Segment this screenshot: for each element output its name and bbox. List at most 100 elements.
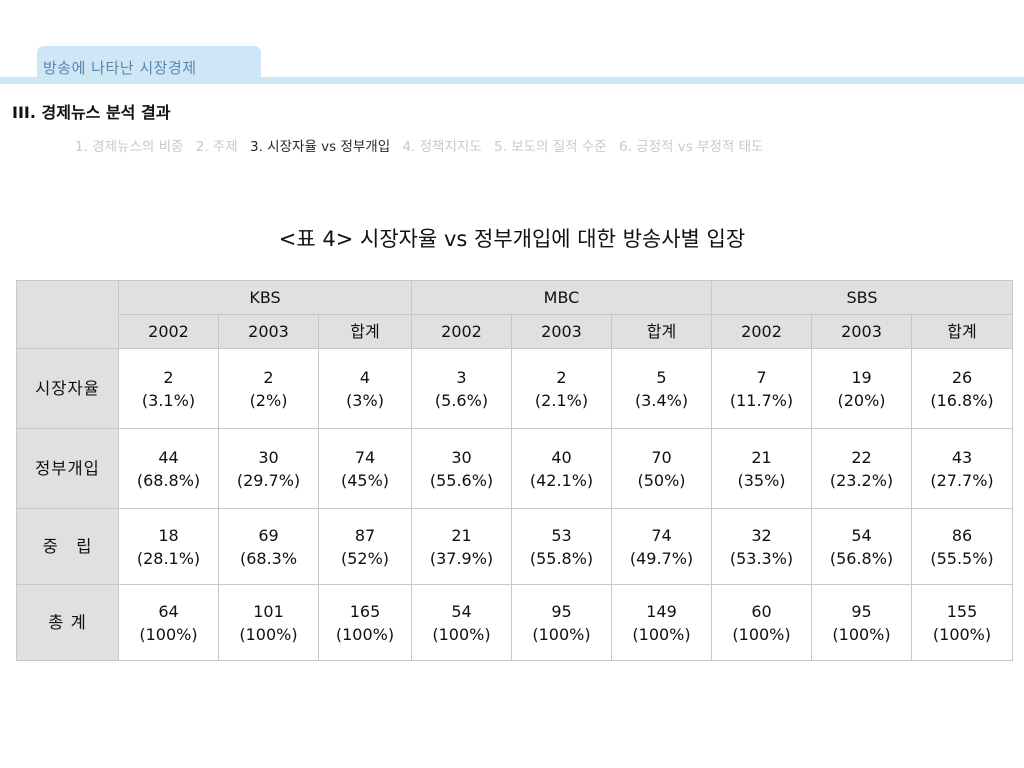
cell-count: 64 (158, 601, 179, 621)
data-cell: 95 (100%) (511, 584, 612, 661)
year-header: 2002 (411, 314, 512, 349)
cell-count: 43 (951, 447, 973, 467)
cell-percent: (53.3%) (729, 548, 794, 568)
cell-percent: (29.7%) (236, 470, 301, 490)
data-cell: 40 (42.1%) (511, 428, 612, 509)
data-cell: 4 (3%) (318, 348, 412, 429)
data-cell: 26 (16.8%) (911, 348, 1014, 429)
cell-percent: (16.8%) (930, 390, 994, 410)
data-cell: 30 (29.7%) (218, 428, 319, 509)
cell-percent: (23.2%) (829, 470, 894, 490)
subnav-item-policy-support[interactable]: 4. 정책지지도 (402, 139, 482, 155)
data-cell: 149 (100%) (610, 584, 713, 661)
cell-count: 18 (158, 525, 179, 545)
broadcaster-header-sbs: SBS (711, 280, 1014, 315)
cell-percent: (28.1%) (136, 548, 201, 568)
cell-percent: (3.4%) (634, 390, 689, 410)
cell-percent: (100%) (932, 624, 992, 644)
cell-percent: (100%) (732, 624, 791, 644)
subnav-item-report-quality[interactable]: 5. 보도의 질적 수준 (494, 139, 607, 155)
cell-count: 26 (951, 367, 973, 387)
cell-count: 54 (451, 601, 472, 621)
cell-count: 3 (456, 367, 467, 387)
cell-count: 32 (751, 525, 772, 545)
total-header: 합계 (610, 314, 713, 349)
cell-count: 69 (258, 525, 279, 545)
section-tab: 방송에 나타난 시장경제 (37, 46, 261, 82)
cell-percent: (100%) (832, 624, 891, 644)
cell-count: 74 (354, 447, 376, 467)
data-cell: 64 (100%) (118, 584, 219, 661)
cell-percent: (2.1%) (534, 390, 589, 410)
data-cell: 32 (53.3%) (711, 508, 813, 585)
row-label: 중 립 (16, 508, 119, 585)
cell-percent: (3%) (346, 390, 384, 410)
cell-percent: (11.7%) (729, 390, 794, 410)
data-cell: 19 (20%) (811, 348, 913, 429)
cell-percent: (68.8%) (136, 470, 201, 490)
cell-percent: (3.1%) (141, 390, 196, 410)
subnav-item-share[interactable]: 1. 경제뉴스의 비중 (75, 139, 184, 155)
cell-count: 40 (551, 447, 572, 467)
data-cell: 53 (55.8%) (511, 508, 612, 585)
table-row: 시장자율 2 (3.1%) 2 (2%) 4 (3%) 3 (5.6%) 2 (2.1%)… (16, 348, 1014, 429)
cell-count: 7 (756, 367, 767, 387)
subnav-item-market-vs-government[interactable]: 3. 시장자율 vs 정부개입 (250, 139, 391, 155)
cell-count: 19 (851, 367, 872, 387)
cell-percent: (2%) (249, 390, 288, 410)
cell-count: 30 (258, 447, 279, 467)
cell-percent: (55.8%) (529, 548, 594, 568)
cell-count: 44 (158, 447, 179, 467)
subnav-item-attitude[interactable]: 6. 긍정적 vs 부정적 태도 (619, 139, 764, 155)
cell-percent: (55.5%) (930, 548, 994, 568)
data-cell: 2 (2.1%) (511, 348, 612, 429)
data-cell: 86 (55.5%) (911, 508, 1014, 585)
data-cell: 2 (2%) (218, 348, 319, 429)
cell-percent: (100%) (432, 624, 491, 644)
cell-percent: (35%) (737, 470, 786, 490)
data-cell: 74 (49.7%) (610, 508, 713, 585)
cell-percent: (100%) (139, 624, 198, 644)
data-cell: 44 (68.8%) (118, 428, 219, 509)
data-cell: 95 (100%) (811, 584, 913, 661)
cell-count: 2 (163, 367, 174, 387)
cell-percent: (50%) (637, 470, 686, 490)
broadcaster-header-kbs: KBS (118, 280, 412, 315)
cell-count: 86 (951, 525, 973, 545)
cell-percent: (55.6%) (429, 470, 494, 490)
cell-count: 165 (349, 601, 381, 621)
cell-count: 155 (946, 601, 978, 621)
subnav-item-topic[interactable]: 2. 주제 (195, 139, 238, 155)
total-header: 합계 (318, 314, 412, 349)
data-cell: 101 (100%) (218, 584, 319, 661)
data-cell: 21 (37.9%) (411, 508, 512, 585)
cell-count: 53 (551, 525, 572, 545)
cell-percent: (100%) (532, 624, 591, 644)
data-cell: 21 (35%) (711, 428, 813, 509)
cell-percent: (27.7%) (930, 470, 994, 490)
data-cell: 60 (100%) (711, 584, 813, 661)
cell-count: 60 (751, 601, 772, 621)
data-cell: 70 (50%) (610, 428, 713, 509)
cell-percent: (56.8%) (829, 548, 894, 568)
cell-percent: (52%) (340, 548, 390, 568)
cell-percent: (100%) (335, 624, 395, 644)
cell-percent: (100%) (632, 624, 691, 644)
year-header: 2003 (511, 314, 612, 349)
cell-count: 21 (751, 447, 772, 467)
cell-count: 30 (451, 447, 472, 467)
cell-count: 2 (263, 367, 274, 387)
data-table: KBS MBC SBS 2002 2003 합계 2002 2003 합계 20… (16, 280, 1014, 661)
row-label: 총 계 (16, 584, 119, 661)
row-label: 정부개입 (16, 428, 119, 509)
cell-count: 4 (359, 367, 371, 387)
broadcaster-header-mbc: MBC (410, 280, 713, 315)
data-cell: 69 (68.3% (218, 508, 319, 585)
table-row: 중 립 18 (28.1%) 69 (68.3% 87 (52%) 21 (37.9%)… (16, 508, 1014, 585)
cell-percent: (100%) (239, 624, 298, 644)
table-row: 정부개입 44 (68.8%) 30 (29.7%) 74 (45%) 30 (55.6… (16, 428, 1014, 509)
header-band (0, 77, 1024, 84)
year-header: 2003 (218, 314, 319, 349)
data-cell: 74 (45%) (318, 428, 412, 509)
cell-percent: (20%) (837, 390, 886, 410)
